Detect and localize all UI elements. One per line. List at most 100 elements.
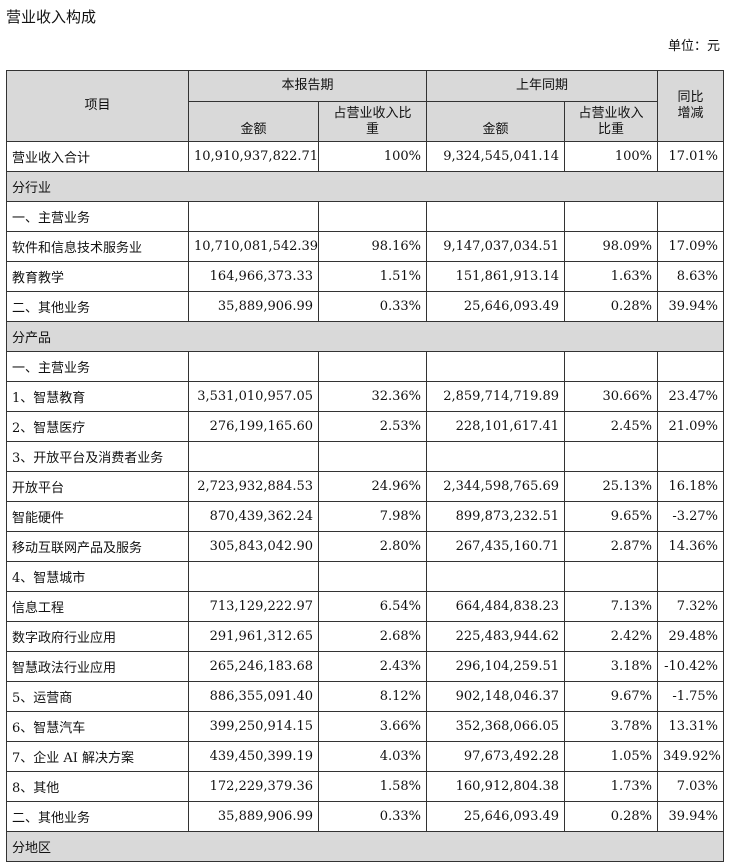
- row-label: 6、智慧汽车: [6, 711, 189, 742]
- header-current-share-line1: 占营业收入比: [333, 106, 412, 121]
- yoy-change: -3.27%: [657, 501, 725, 532]
- yoy-change: 14.36%: [657, 531, 725, 562]
- yoy-change: 29.48%: [657, 621, 725, 652]
- table-row: 3、开放平台及消费者业务: [6, 441, 725, 472]
- row-label: 信息工程: [6, 591, 189, 622]
- current-share: 98.16%: [317, 231, 428, 262]
- table-row: 一、主营业务: [6, 201, 725, 232]
- current-amount: 172,229,379.36: [188, 771, 319, 802]
- prior-share: [564, 441, 659, 472]
- current-share: 0.33%: [317, 801, 428, 832]
- yoy-change: 16.18%: [657, 471, 725, 502]
- table-row: 软件和信息技术服务业 10,710,081,542.39 98.16% 9,147,0…: [6, 231, 725, 262]
- current-amount: 3,531,010,957.05: [188, 381, 319, 412]
- header-prior-share-line2: 比重: [598, 122, 625, 137]
- prior-share: [564, 561, 659, 592]
- section-label: 分行业: [5, 171, 725, 202]
- prior-amount: 352,368,066.05: [426, 711, 566, 742]
- current-amount: 439,450,399.19: [188, 741, 319, 772]
- table-row: 移动互联网产品及服务 305,843,042.90 2.80% 267,435,160…: [6, 531, 725, 562]
- row-label: 软件和信息技术服务业: [6, 231, 189, 262]
- current-amount: 291,961,312.65: [188, 621, 319, 652]
- prior-amount: 267,435,160.71: [426, 531, 566, 562]
- header-current-share: 占营业收入比 重: [317, 101, 428, 142]
- prior-share: 0.28%: [564, 801, 659, 832]
- prior-amount: [426, 441, 566, 472]
- yoy-change: 7.03%: [657, 771, 725, 802]
- header-item: 项目: [6, 70, 189, 142]
- yoy-change: 39.94%: [657, 801, 725, 832]
- current-share: 2.68%: [317, 621, 428, 652]
- table-row: 8、其他 172,229,379.36 1.58% 160,912,804.38 1.7…: [6, 771, 725, 802]
- current-amount: 35,889,906.99: [188, 801, 319, 832]
- row-label: 5、运营商: [6, 681, 189, 712]
- prior-share: 2.42%: [564, 621, 659, 652]
- table-row: 智能硬件 870,439,362.24 7.98% 899,873,232.51 9.6…: [6, 501, 725, 532]
- prior-amount: 9,324,545,041.14: [426, 141, 566, 172]
- header-prior-share: 占营业收入 比重: [564, 101, 659, 142]
- yoy-change: -10.42%: [657, 651, 725, 682]
- header-yoy-line2: 增减: [677, 106, 704, 121]
- yoy-change: 8.63%: [657, 261, 725, 292]
- current-amount: 399,250,914.15: [188, 711, 319, 742]
- current-share: 2.43%: [317, 651, 428, 682]
- table-row: 智慧政法行业应用 265,246,183.68 2.43% 296,104,259.5…: [6, 651, 725, 682]
- unit-label: 单位：元: [667, 39, 720, 54]
- current-amount: 265,246,183.68: [188, 651, 319, 682]
- table-row: 一、主营业务: [6, 351, 725, 382]
- header-yoy: 同比 增减: [657, 70, 725, 142]
- header-prior-period: 上年同期: [426, 70, 659, 102]
- section-row: 分地区: [5, 831, 725, 862]
- row-label: 教育教学: [6, 261, 189, 292]
- row-label: 7、企业 AI 解决方案: [6, 741, 189, 772]
- prior-amount: [426, 561, 566, 592]
- header-prior-share-line1: 占营业收入: [578, 106, 644, 121]
- table-row: 7、企业 AI 解决方案 439,450,399.19 4.03% 97,673,49…: [6, 741, 725, 772]
- prior-share: 30.66%: [564, 381, 659, 412]
- header-prior-amount: 金额: [426, 101, 566, 142]
- row-label: 1、智慧教育: [6, 381, 189, 412]
- current-amount: 164,966,373.33: [188, 261, 319, 292]
- table-row: 2、智慧医疗 276,199,165.60 2.53% 228,101,617.41 2…: [6, 411, 725, 442]
- yoy-change: [657, 561, 725, 592]
- prior-amount: 225,483,944.62: [426, 621, 566, 652]
- current-share: 7.98%: [317, 501, 428, 532]
- prior-share: 25.13%: [564, 471, 659, 502]
- row-label: 2、智慧医疗: [6, 411, 189, 442]
- yoy-change: [657, 441, 725, 472]
- current-amount: 10,910,937,822.71: [188, 141, 319, 172]
- yoy-change: 7.32%: [657, 591, 725, 622]
- header-current-amount: 金额: [188, 101, 319, 142]
- current-amount: [188, 441, 319, 472]
- prior-amount: 9,147,037,034.51: [426, 231, 566, 262]
- yoy-change: -1.75%: [657, 681, 725, 712]
- row-label: 一、主营业务: [6, 201, 189, 232]
- current-share: [317, 441, 428, 472]
- current-share: 1.51%: [317, 261, 428, 292]
- prior-amount: [426, 201, 566, 232]
- table-row: 信息工程 713,129,222.97 6.54% 664,484,838.23 7.1…: [6, 591, 725, 622]
- current-share: 6.54%: [317, 591, 428, 622]
- yoy-change: 23.47%: [657, 381, 725, 412]
- yoy-change: 17.01%: [657, 141, 725, 172]
- current-share: 2.80%: [317, 531, 428, 562]
- prior-amount: 160,912,804.38: [426, 771, 566, 802]
- current-share: 3.66%: [317, 711, 428, 742]
- header-current-share-line2: 重: [366, 122, 380, 137]
- row-label: 8、其他: [6, 771, 189, 802]
- current-share: [317, 351, 428, 382]
- prior-share: 9.65%: [564, 501, 659, 532]
- current-share: 8.12%: [317, 681, 428, 712]
- yoy-change: [657, 351, 725, 382]
- prior-amount: 899,873,232.51: [426, 501, 566, 532]
- table-row: 教育教学 164,966,373.33 1.51% 151,861,913.14 1.6…: [6, 261, 725, 292]
- yoy-change: 13.31%: [657, 711, 725, 742]
- yoy-change: 39.94%: [657, 291, 725, 322]
- prior-share: 98.09%: [564, 231, 659, 262]
- prior-amount: 902,148,046.37: [426, 681, 566, 712]
- current-share: 0.33%: [317, 291, 428, 322]
- prior-amount: 25,646,093.49: [426, 291, 566, 322]
- prior-share: 9.67%: [564, 681, 659, 712]
- current-amount: 886,355,091.40: [188, 681, 319, 712]
- prior-share: 7.13%: [564, 591, 659, 622]
